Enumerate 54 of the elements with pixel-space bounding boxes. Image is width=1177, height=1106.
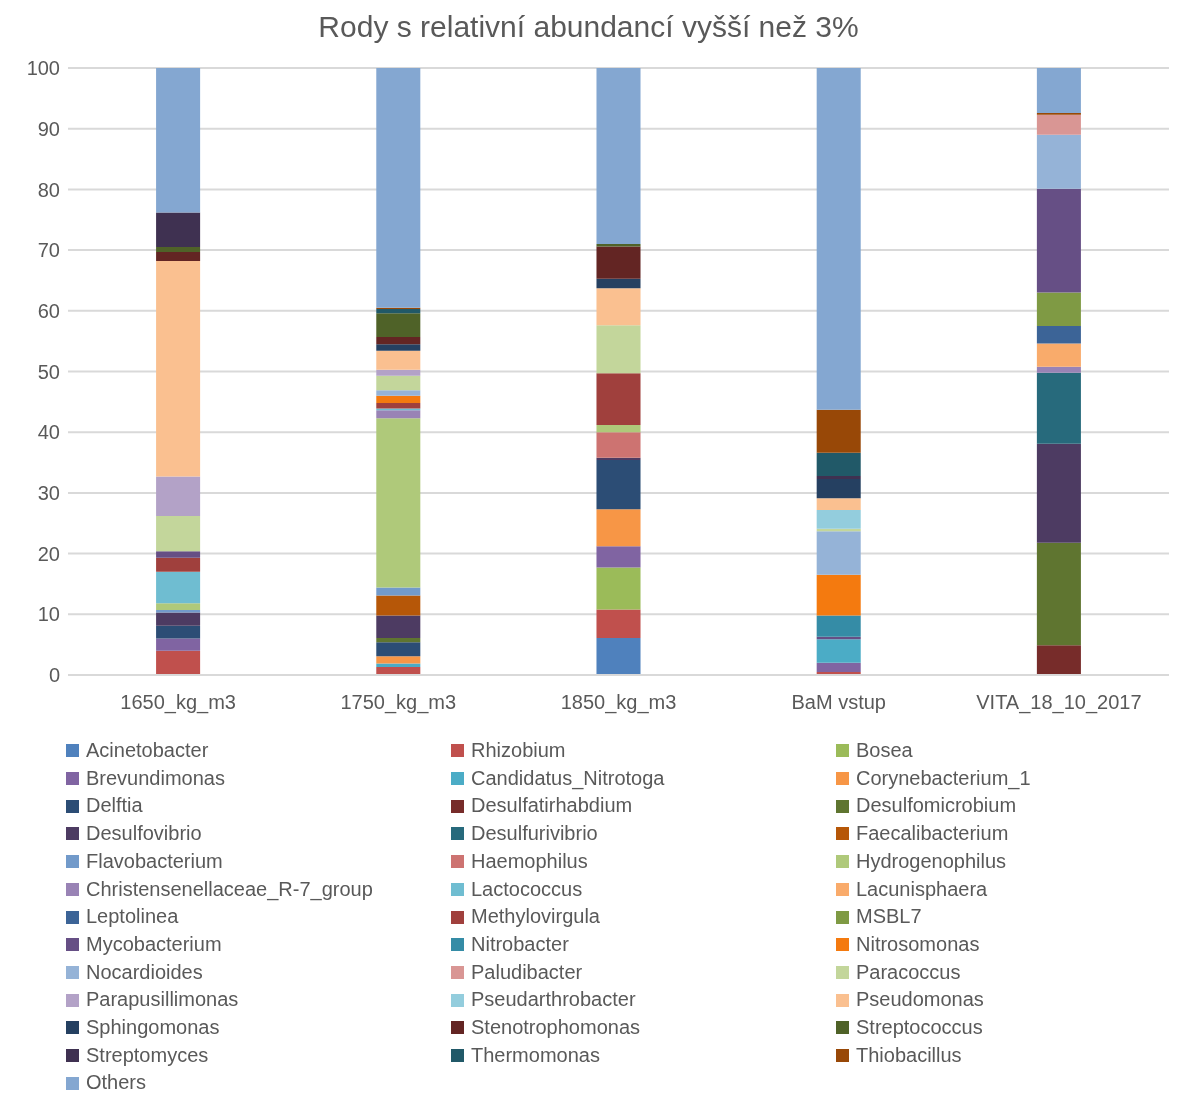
- y-tick-label: 10: [37, 603, 60, 626]
- legend-label: Stenotrophomonas: [471, 1015, 641, 1041]
- legend-label: Streptococcus: [856, 1015, 983, 1041]
- legend-label: Delftia: [86, 793, 143, 819]
- legend-label: Acinetobacter: [86, 738, 209, 763]
- legend-label: Others: [86, 1070, 147, 1096]
- legend-label: Streptomyces: [86, 1042, 209, 1068]
- legend-label: Bosea: [856, 738, 913, 763]
- legend-label: Desulfovibrio: [86, 821, 202, 847]
- legend-label: Pseudarthrobacter: [471, 987, 636, 1013]
- legend-label: Brevundimonas: [86, 765, 225, 791]
- legend-label: Candidatus_Nitrotoga: [471, 765, 665, 792]
- legend-label: Pseudomonas: [856, 987, 984, 1013]
- legend-label: Sphingomonas: [86, 1015, 220, 1041]
- legend-label: Nocardioides: [86, 959, 203, 985]
- y-tick-label: 60: [37, 299, 60, 322]
- legend-label: Nitrosomonas: [856, 931, 980, 957]
- legend-label: Faecalibacterium: [856, 821, 1009, 847]
- legend-label: Leptolinea: [86, 904, 179, 930]
- legend-label: Desulfurivibrio: [471, 821, 598, 847]
- y-tick-label: 50: [37, 360, 60, 383]
- y-tick-label: 0: [48, 664, 60, 687]
- legend-label: Parapusillimonas: [86, 987, 239, 1013]
- x-tick-label: BaM vstup: [791, 691, 886, 714]
- chart-title: Rody s relativní abundancí vyšší než 3%: [317, 9, 860, 45]
- x-tick-label: 1850_kg_m3: [560, 691, 677, 715]
- legend-label: Paludibacter: [471, 959, 583, 985]
- y-tick-label: 20: [37, 542, 60, 565]
- legend-label: Desulfomicrobium: [856, 793, 1017, 819]
- legend-label: Haemophilus: [471, 848, 588, 874]
- y-tick-label: 100: [26, 57, 60, 80]
- y-tick-label: 90: [37, 117, 60, 140]
- x-tick-label: 1750_kg_m3: [340, 691, 457, 715]
- legend-label: Nitrobacter: [471, 931, 569, 957]
- legend-label: Lactococcus: [471, 876, 583, 902]
- legend-label: Thiobacillus: [856, 1042, 962, 1068]
- legend-label: Hydrogenophilus: [856, 848, 1007, 874]
- legend-label: Corynebacterium_1: [856, 765, 1031, 792]
- legend-label: Mycobacterium: [86, 931, 222, 957]
- legend-label: Christensenellaceae_R-7_group: [86, 876, 373, 903]
- y-tick-label: 40: [37, 421, 60, 444]
- x-tick-label: 1650_kg_m3: [120, 691, 236, 715]
- legend-label: Paracoccus: [856, 959, 961, 985]
- x-tick-label: VITA_18_10_2017: [976, 691, 1142, 715]
- legend-label: Rhizobium: [471, 738, 566, 763]
- legend-label: Lacunisphaera: [856, 876, 988, 902]
- legend-label: Flavobacterium: [86, 848, 223, 874]
- legend-label: Methylovirgula: [471, 904, 600, 930]
- legend-label: Thermomonas: [471, 1042, 600, 1068]
- legend-label: MSBL7: [856, 904, 922, 930]
- y-tick-label: 80: [37, 178, 60, 201]
- legend-label: Desulfatirhabdium: [471, 793, 633, 819]
- y-tick-label: 70: [37, 239, 60, 262]
- y-tick-label: 30: [37, 482, 60, 504]
